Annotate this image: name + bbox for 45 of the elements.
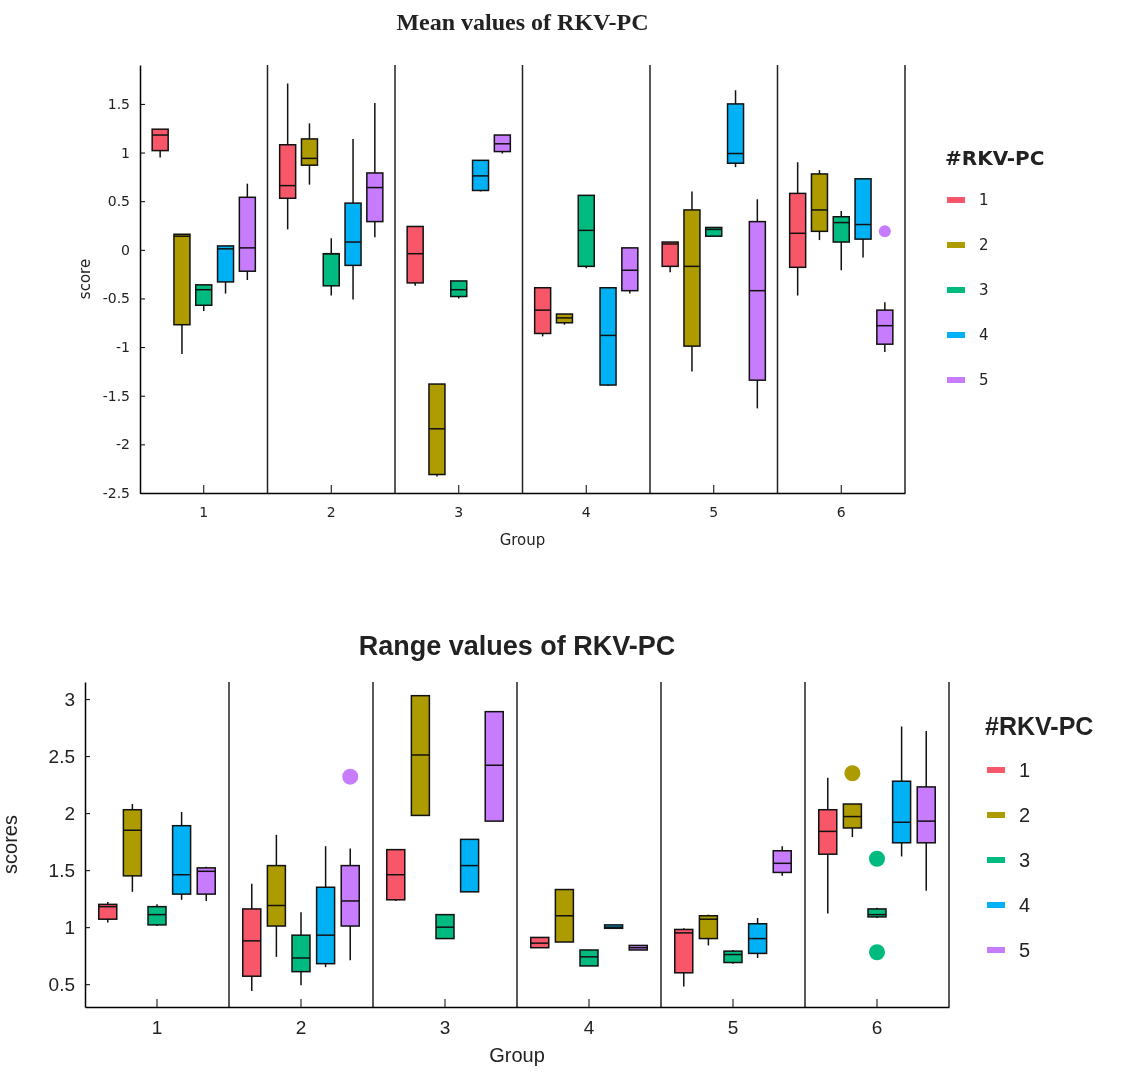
y-tick-label: -0.5	[102, 290, 130, 307]
x-tick-label: 5	[709, 503, 719, 520]
chart-title: Mean values of RKV-PC	[396, 9, 649, 35]
legend-label: 2	[1019, 804, 1031, 826]
y-tick-label: 1.5	[107, 95, 130, 112]
legend-label: 3	[979, 281, 989, 300]
x-tick-label: 2	[295, 1017, 307, 1039]
legend-label: 1	[979, 191, 989, 210]
legend-label: 2	[979, 236, 989, 255]
y-tick-label: 2	[64, 802, 75, 824]
y-tick-label: -1	[116, 339, 130, 356]
y-tick-label: 0.5	[48, 973, 75, 995]
x-tick-label: 5	[727, 1017, 739, 1039]
legend-title: #RKV-PC	[985, 712, 1094, 740]
x-tick-label: 2	[326, 503, 336, 520]
x-tick-label: 4	[581, 503, 591, 520]
y-tick-label: 0	[121, 241, 130, 258]
x-tick-label: 3	[454, 503, 464, 520]
y-axis-title: score	[75, 258, 94, 300]
x-axis-title: Group	[489, 1044, 545, 1066]
y-tick-label: -2	[116, 436, 130, 453]
y-tick-label: 3	[64, 688, 75, 710]
legend-label: 4	[979, 326, 989, 345]
y-tick-label: -2.5	[102, 484, 130, 501]
x-tick-label: 1	[199, 503, 209, 520]
legend-title: #RKV-PC	[945, 146, 1045, 170]
x-tick-label: 1	[151, 1017, 163, 1039]
y-tick-label: 1	[64, 916, 75, 938]
x-tick-label: 6	[871, 1017, 883, 1039]
legend-label: 1	[1019, 759, 1031, 781]
x-tick-label: 3	[439, 1017, 451, 1039]
legend-label: 3	[1019, 849, 1031, 871]
legend-label: 5	[979, 371, 989, 390]
legend-label: 4	[1019, 894, 1031, 916]
y-axis-title: scores	[0, 815, 21, 874]
y-tick-label: 1	[121, 144, 130, 161]
y-tick-label: 0.5	[107, 193, 130, 210]
y-tick-label: 2.5	[48, 745, 75, 767]
x-axis-title: Group	[499, 531, 546, 549]
y-tick-label: -1.5	[102, 387, 130, 404]
legend-label: 5	[1019, 939, 1031, 961]
x-tick-label: 4	[583, 1017, 595, 1039]
x-tick-label: 6	[836, 503, 846, 520]
y-tick-label: 1.5	[48, 859, 75, 881]
chart-title: Range values of RKV-PC	[358, 631, 676, 661]
